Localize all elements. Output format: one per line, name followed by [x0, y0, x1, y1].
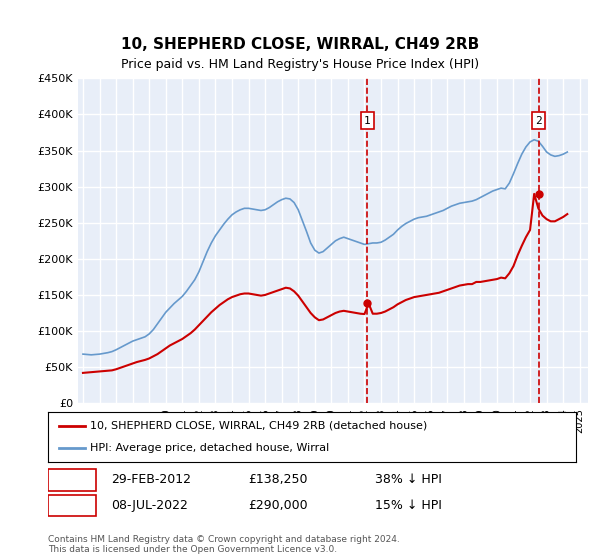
Text: Contains HM Land Registry data © Crown copyright and database right 2024.
This d: Contains HM Land Registry data © Crown c… — [48, 535, 400, 554]
Text: Price paid vs. HM Land Registry's House Price Index (HPI): Price paid vs. HM Land Registry's House … — [121, 58, 479, 71]
Text: 10, SHEPHERD CLOSE, WIRRAL, CH49 2RB (detached house): 10, SHEPHERD CLOSE, WIRRAL, CH49 2RB (de… — [90, 421, 427, 431]
Text: £138,250: £138,250 — [248, 473, 308, 487]
Text: 2: 2 — [68, 499, 76, 512]
FancyBboxPatch shape — [48, 495, 95, 516]
Text: 2: 2 — [535, 115, 542, 125]
Text: 38% ↓ HPI: 38% ↓ HPI — [376, 473, 442, 487]
Text: 1: 1 — [364, 115, 371, 125]
Text: 15% ↓ HPI: 15% ↓ HPI — [376, 499, 442, 512]
Text: 10, SHEPHERD CLOSE, WIRRAL, CH49 2RB: 10, SHEPHERD CLOSE, WIRRAL, CH49 2RB — [121, 38, 479, 52]
Text: £290,000: £290,000 — [248, 499, 308, 512]
FancyBboxPatch shape — [48, 469, 95, 491]
Text: HPI: Average price, detached house, Wirral: HPI: Average price, detached house, Wirr… — [90, 443, 329, 453]
Text: 08-JUL-2022: 08-JUL-2022 — [112, 499, 188, 512]
Text: 29-FEB-2012: 29-FEB-2012 — [112, 473, 191, 487]
Text: 1: 1 — [68, 473, 76, 487]
